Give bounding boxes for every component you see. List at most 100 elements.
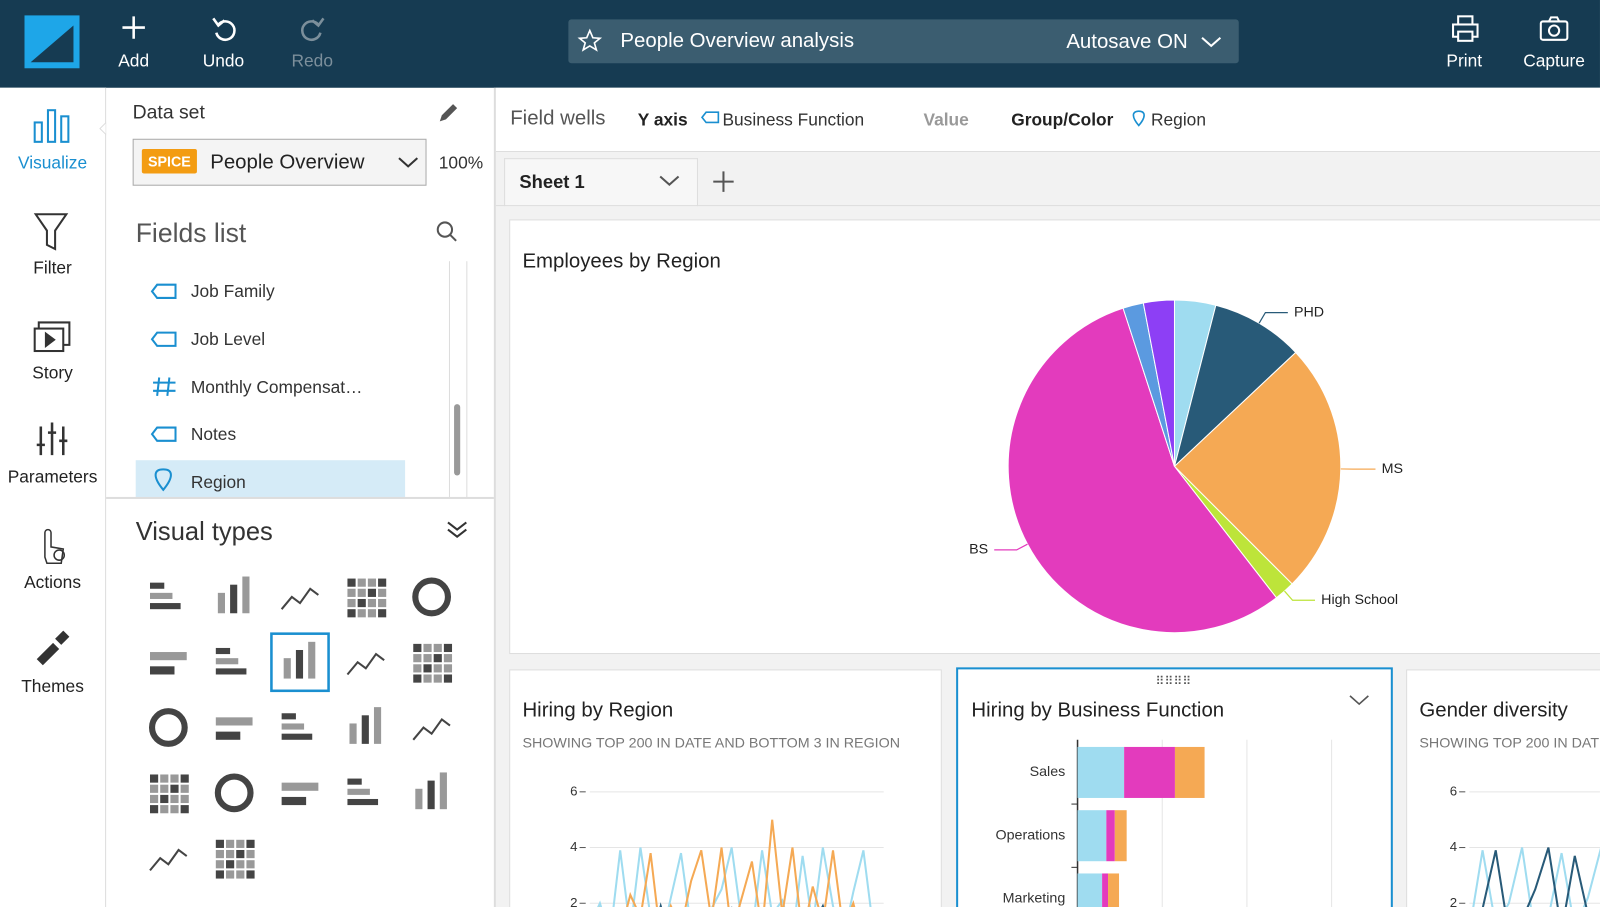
icon-part — [149, 805, 159, 814]
line-series — [1481, 847, 1588, 907]
undo-button[interactable]: Undo — [202, 51, 245, 71]
icon-part — [180, 774, 189, 783]
visual-type-icon[interactable] — [148, 708, 188, 747]
icon-part — [149, 848, 188, 872]
add-sheet[interactable] — [711, 169, 735, 193]
scroll-thumb[interactable] — [454, 404, 461, 476]
icon-part — [236, 849, 245, 859]
nav-visualize[interactable]: Visualize — [17, 153, 88, 173]
field-item[interactable]: Job Level — [190, 329, 266, 349]
autosave-toggle[interactable]: Autosave ON — [1066, 30, 1188, 54]
favorite-icon[interactable] — [577, 28, 603, 53]
visual-type-icon[interactable] — [215, 717, 253, 740]
icon-part — [361, 715, 369, 744]
visual-type-icon[interactable] — [349, 707, 382, 744]
visual-menu[interactable] — [1349, 695, 1369, 706]
field-item[interactable]: Monthly Compensat… — [190, 377, 363, 397]
leader-line — [1284, 590, 1316, 601]
icon-part — [413, 643, 422, 653]
icon-part — [236, 860, 245, 869]
y-axis-well[interactable]: Y axis — [637, 110, 688, 130]
nav-filter[interactable]: Filter — [33, 258, 72, 278]
data-set-label: Data set — [132, 102, 205, 124]
visual-type-icon[interactable] — [149, 582, 181, 610]
icon-part — [433, 654, 442, 663]
visual-type-icon[interactable] — [217, 576, 250, 614]
collapse-icon[interactable] — [446, 519, 468, 539]
chart-title: Employees by Region — [522, 251, 720, 273]
icon-part — [346, 652, 385, 676]
visual-type-icon[interactable] — [346, 652, 385, 676]
value-well[interactable]: Value — [923, 110, 969, 130]
visual-type-icon[interactable] — [215, 647, 247, 675]
sheet-chevron[interactable] — [658, 173, 680, 187]
group-color-well[interactable]: Group/Color — [1011, 110, 1114, 130]
field-item[interactable]: Job Family — [190, 281, 275, 302]
visual-type-icon[interactable] — [149, 774, 189, 814]
visual-card[interactable] — [509, 669, 942, 907]
nav-themes[interactable]: Themes — [21, 676, 84, 696]
visual-type-icon[interactable] — [215, 839, 255, 879]
leader-line — [1258, 312, 1288, 324]
redo-button[interactable]: Redo — [291, 51, 333, 71]
selection-box — [270, 632, 330, 693]
icon-part — [433, 643, 442, 653]
visual-type-icon[interactable] — [412, 717, 451, 741]
visual-type-icon[interactable] — [281, 713, 313, 740]
print-button[interactable]: Print — [1446, 51, 1483, 71]
icon-part — [347, 598, 356, 608]
nav-story[interactable]: Story — [32, 363, 73, 383]
nav-parameters[interactable]: Parameters — [7, 467, 98, 487]
y-axis-field[interactable]: Business Function — [722, 110, 865, 130]
visual-type-icon[interactable] — [347, 778, 379, 806]
search-icon[interactable] — [435, 219, 459, 243]
redo-icon — [301, 17, 325, 41]
visual-type-icon[interactable] — [347, 578, 387, 618]
plot: 2 4 6 — [1450, 783, 1600, 907]
visual-type-icon[interactable] — [412, 577, 452, 617]
icon-part — [378, 588, 387, 597]
analysis-title[interactable]: People Overview analysis — [620, 29, 855, 53]
visual-type-icon[interactable] — [281, 782, 319, 806]
add-button[interactable]: Add — [118, 51, 150, 71]
icon-part — [215, 717, 253, 726]
edit-icon[interactable] — [436, 101, 460, 125]
visual-type-icon[interactable] — [149, 652, 187, 675]
visual-type-icon[interactable] — [270, 632, 330, 693]
autosave-chevron[interactable] — [1200, 35, 1222, 49]
visual-type-icon[interactable] — [214, 773, 254, 813]
icon-part — [373, 707, 382, 744]
line-series — [599, 819, 856, 907]
visual-card[interactable] — [1406, 669, 1600, 907]
spice-badge: SPICE — [141, 148, 197, 174]
visual-type-icon[interactable] — [413, 643, 453, 683]
y-tick-label: 2 — [570, 895, 577, 907]
data-set-chevron[interactable] — [397, 155, 419, 169]
logo[interactable] — [24, 15, 80, 69]
visual-type-icon[interactable] — [149, 848, 188, 872]
icon-part — [149, 603, 181, 610]
data-panel — [106, 87, 496, 907]
visual-type-icon[interactable] — [415, 772, 447, 810]
icon-part — [215, 849, 224, 859]
visual-type-icon[interactable] — [280, 587, 319, 610]
field-item[interactable]: Notes — [190, 424, 237, 444]
drag-handle[interactable]: ⠿⠿⠿⠿ — [1156, 674, 1192, 688]
chart-subtitle: SHOWING TOP 200 IN DAT — [1419, 736, 1599, 752]
chart-title: Hiring by Business Function — [971, 700, 1224, 722]
field-item[interactable]: Region — [190, 472, 246, 492]
icon-part — [423, 664, 432, 673]
icon-part — [413, 654, 422, 663]
scrollbar[interactable] — [448, 261, 468, 498]
icon-part — [378, 609, 387, 618]
icon-part — [412, 577, 452, 617]
icon-part — [443, 643, 453, 653]
capture-button[interactable]: Capture — [1523, 51, 1585, 71]
icon-part — [226, 870, 235, 879]
nav-actions[interactable]: Actions — [24, 572, 81, 592]
chart-subtitle: SHOWING TOP 200 IN DATE AND BOTTOM 3 IN … — [522, 736, 900, 752]
icon-part — [217, 592, 225, 614]
group-color-field[interactable]: Region — [1151, 110, 1206, 130]
sheet-tab-label[interactable]: Sheet 1 — [519, 171, 585, 192]
